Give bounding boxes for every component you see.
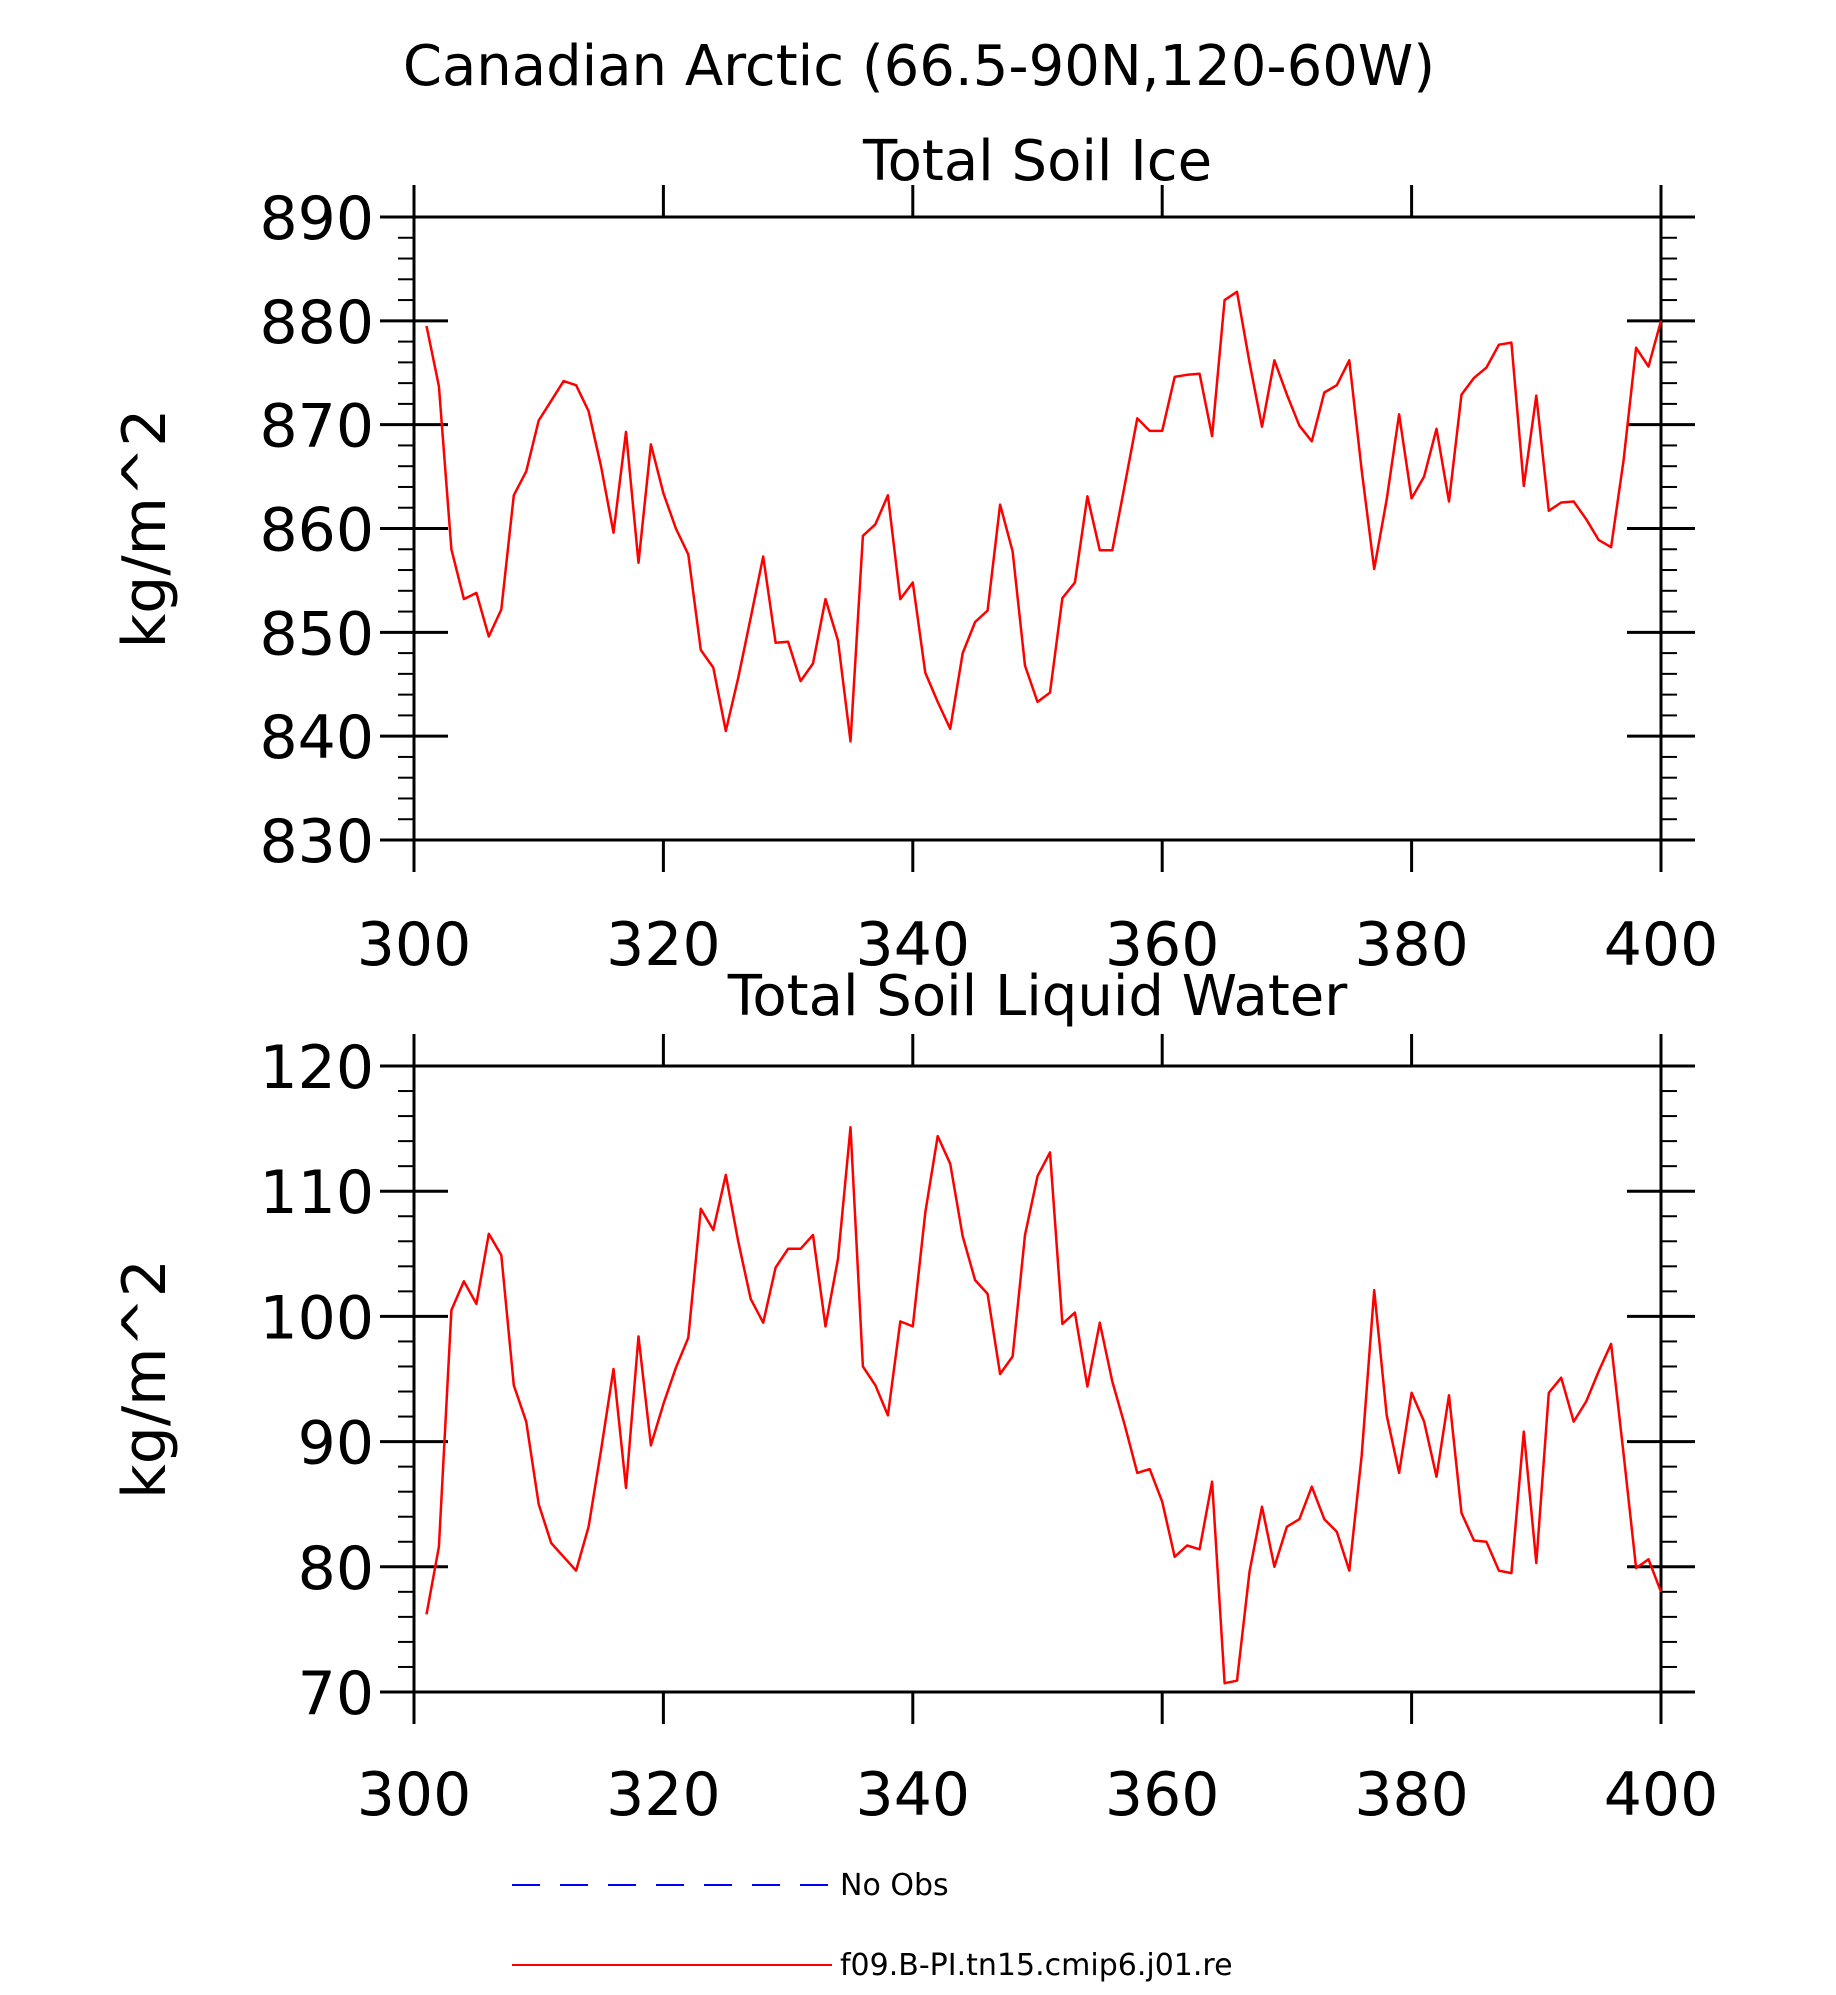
y-tick-label: 850 (259, 599, 374, 669)
x-tick-label: 320 (606, 910, 721, 980)
subplot-title: Total Soil Ice (862, 129, 1212, 194)
x-tick-label: 400 (1604, 910, 1719, 980)
series-line (425, 290, 1663, 743)
legend-label-model-run: f09.B-PI.tn15.cmip6.j01.re (840, 1948, 1233, 1983)
y-tick-label: 890 (259, 184, 374, 254)
subplot-title: Total Soil Liquid Water (727, 964, 1349, 1029)
y-tick-label: 100 (259, 1283, 374, 1353)
y-tick-label: 860 (259, 496, 374, 566)
x-tick-label: 360 (1105, 1760, 1220, 1830)
y-tick-label: 830 (259, 807, 374, 877)
legend-label-no-obs: No Obs (840, 1868, 949, 1903)
series-line (425, 1126, 1663, 1685)
x-tick-label: 340 (856, 910, 971, 980)
x-tick-label: 380 (1354, 910, 1469, 980)
y-tick-label: 840 (259, 703, 374, 773)
x-tick-label: 300 (357, 910, 472, 980)
y-tick-label: 120 (259, 1033, 374, 1103)
figure-title: Canadian Arctic (66.5-90N,120-60W) (403, 34, 1435, 99)
y-tick-label: 90 (298, 1409, 374, 1479)
y-tick-label: 880 (259, 288, 374, 358)
y-axis-label: kg/m^2 (110, 409, 180, 649)
x-tick-label: 320 (606, 1760, 721, 1830)
plot-frame (412, 215, 1663, 842)
y-axis-label: kg/m^2 (110, 1259, 180, 1499)
panel-total-soil-liquid-water: Total Soil Liquid Water 300 320 340 360 380 40… (110, 964, 1718, 1830)
x-tick-label: 400 (1604, 1760, 1719, 1830)
y-tick-label: 80 (298, 1534, 374, 1604)
x-tick-label: 360 (1105, 910, 1220, 980)
x-tick-label: 340 (856, 1760, 971, 1830)
y-tick-label: 870 (259, 392, 374, 462)
y-tick-label: 70 (298, 1659, 374, 1729)
legend: No Obs f09.B-PI.tn15.cmip6.j01.re (512, 1868, 1233, 1983)
plot-frame (412, 1064, 1663, 1694)
x-tick-label: 300 (357, 1760, 472, 1830)
panel-total-soil-ice: Total Soil Ice 300 320 340 360 380 400 830 840 85… (110, 129, 1718, 980)
x-tick-label: 380 (1354, 1760, 1469, 1830)
y-tick-label: 110 (259, 1158, 374, 1228)
